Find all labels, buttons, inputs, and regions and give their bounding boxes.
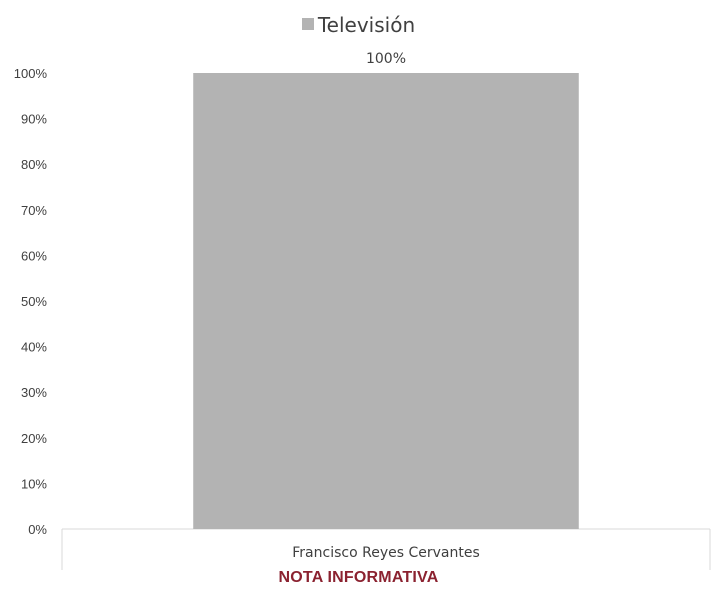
y-tick-label: 60% [21, 248, 47, 263]
bar-data-label: 100% [366, 51, 406, 67]
y-tick-label: 90% [21, 112, 47, 127]
legend-swatch-icon [301, 18, 314, 30]
y-tick-label: 100% [14, 66, 48, 81]
y-tick-label: 40% [21, 340, 47, 355]
y-tick-label: 30% [21, 385, 47, 400]
footer-label: NOTA INFORMATIVA [278, 569, 439, 586]
bars-layer [193, 73, 579, 529]
labels-layer: 100% Francisco Reyes Cervantes [292, 51, 479, 561]
y-tick-label: 0% [28, 522, 47, 537]
y-tick-label: 20% [21, 431, 47, 446]
bar [193, 73, 579, 529]
chart-legend: Televisión [0, 13, 717, 37]
y-tick-label: 10% [21, 476, 47, 491]
x-category-label: Francisco Reyes Cervantes [292, 545, 479, 561]
y-tick-label: 50% [21, 294, 47, 309]
y-tick-label: 70% [21, 203, 47, 218]
legend-label: Televisión [317, 13, 416, 37]
axis-layer: 0% 10% 20% 30% 40% 50% 60% 70% 80% 90% 100% [14, 66, 711, 570]
y-tick-label: 80% [21, 157, 47, 172]
